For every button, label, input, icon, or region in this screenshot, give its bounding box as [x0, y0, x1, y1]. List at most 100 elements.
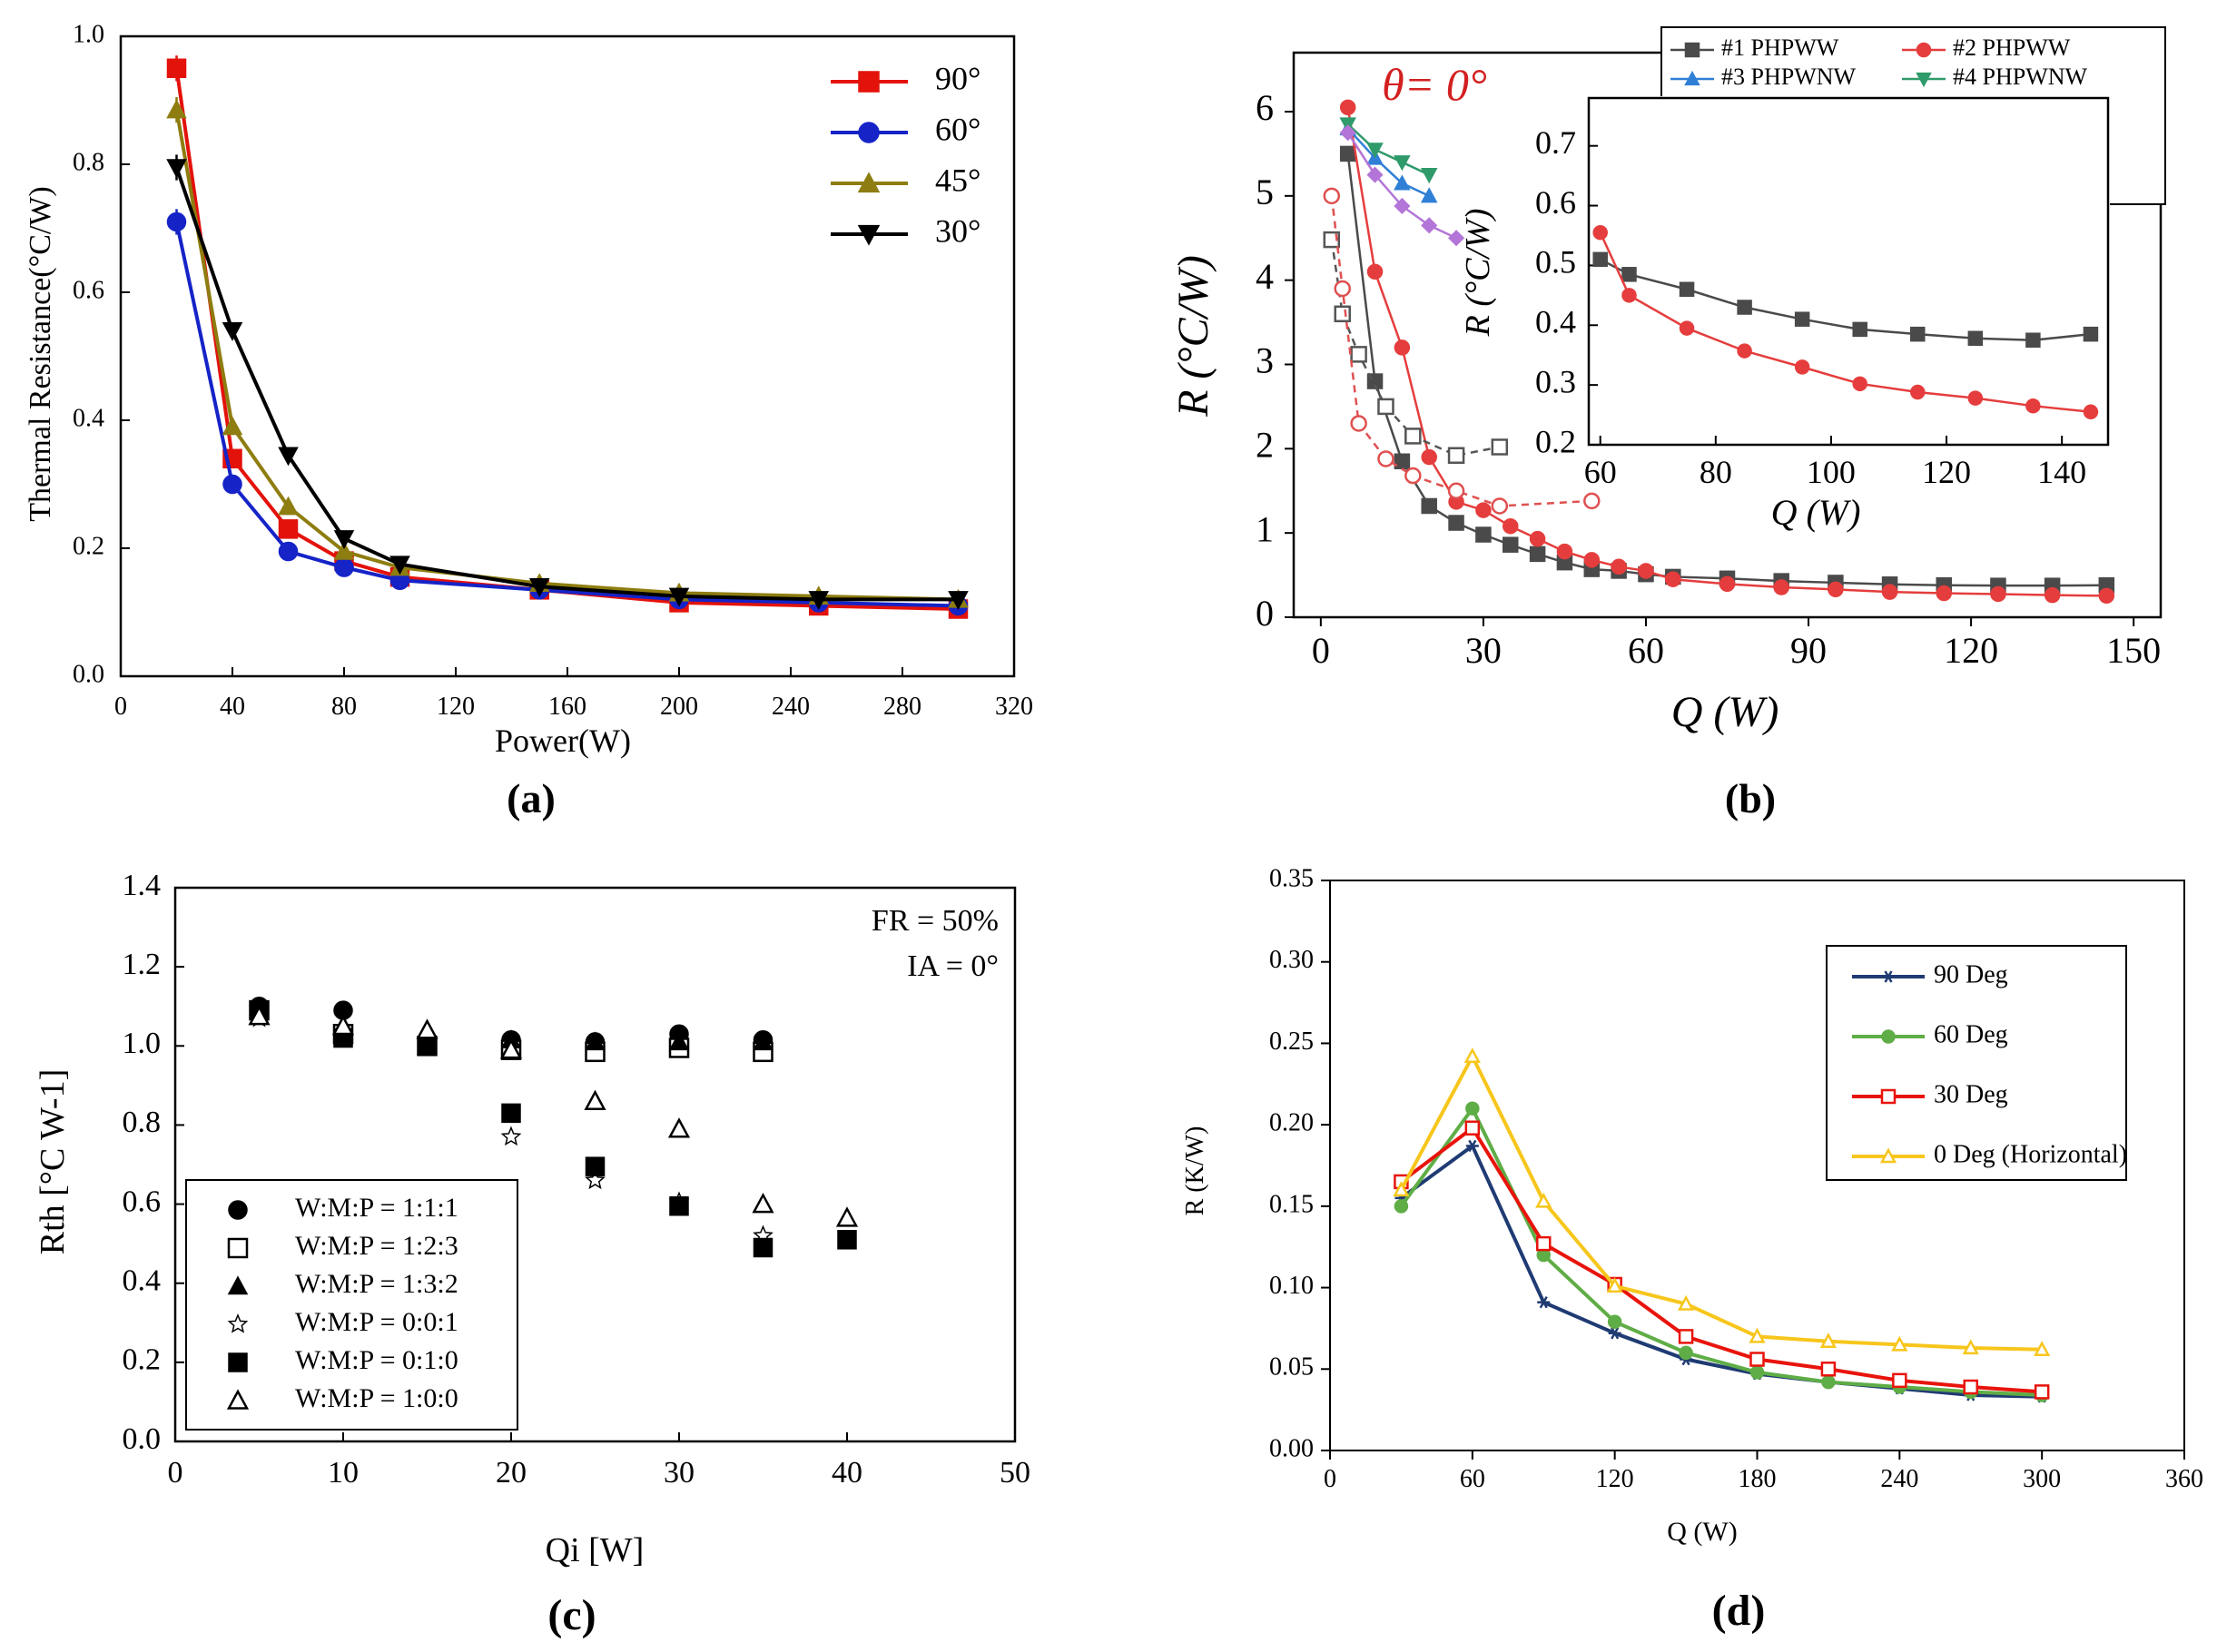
x-tick-label: 80: [1700, 454, 1732, 490]
data-point: [278, 519, 299, 539]
x-tick-label: 0: [168, 1456, 183, 1490]
x-tick-label: 30: [664, 1456, 695, 1490]
data-point: [1963, 1379, 1978, 1395]
plot-frame: [1587, 96, 2110, 447]
x-tick-label: 320: [995, 693, 1033, 721]
data-point: [1447, 447, 1465, 465]
data-point: [1592, 224, 1608, 241]
data-point-3: [585, 1169, 606, 1190]
data-point: [1794, 311, 1810, 327]
data-point: [808, 591, 830, 610]
x-tick-label: 280: [883, 693, 921, 721]
data-point: [1339, 99, 1356, 116]
data-point: [334, 557, 354, 577]
x-tick-label: 0: [1324, 1465, 1336, 1493]
data-point: [1464, 1120, 1481, 1136]
data-point: [1491, 438, 1509, 456]
data-point: [948, 591, 969, 610]
panel-a: 0 40 80 120 160 200 240 280 320 0.0 0.2 0.4 0.6 0.8 1.…: [24, 20, 1033, 821]
legend-label: W:M:P = 1:2:3: [295, 1231, 458, 1261]
data-point-4: [585, 1156, 606, 1176]
panel-c: 0 10 20 30 40 50 0.0 0.2 0.4 0.6 0.8 1.0 1.2 1.4 FR = …: [34, 869, 1030, 1639]
data-point: [1678, 1329, 1694, 1344]
x-axis-label: Q (W): [1671, 688, 1779, 736]
legend-marker: [858, 122, 880, 143]
x-tick-label: 120: [1922, 454, 1971, 490]
y-tick-label: 3: [1256, 340, 1274, 381]
x-tick-label: 0: [1312, 630, 1330, 671]
y-tick-label: 0.5: [1535, 244, 1576, 280]
data-point: [1377, 398, 1394, 416]
data-point: [1556, 543, 1573, 560]
data-point: [1621, 267, 1637, 282]
data-point: [1475, 502, 1492, 518]
data-point: [1475, 526, 1492, 543]
data-point-5: [667, 1117, 691, 1138]
data-point: [1339, 145, 1356, 162]
data-point: [1350, 346, 1367, 363]
data-point-2: [753, 1031, 773, 1051]
data-point: [1794, 359, 1810, 375]
data-point: [1323, 187, 1341, 205]
data-point: [1393, 1181, 1410, 1197]
data-point: [1503, 536, 1519, 553]
x-tick-label: 40: [220, 693, 245, 721]
data-point: [278, 447, 299, 467]
legend-marker: [858, 71, 880, 93]
y-tick-label: 6: [1256, 87, 1274, 128]
y-tick-label: 0.20: [1269, 1109, 1314, 1137]
y-tick-label: 0.30: [1269, 946, 1314, 974]
x-axis-label: Power(W): [495, 723, 631, 759]
data-point: [1394, 197, 1411, 215]
data-point: [1679, 1345, 1693, 1361]
panel-label: (c): [547, 1591, 596, 1639]
x-tick-label: 240: [772, 693, 810, 721]
y-tick-label: 1.0: [73, 20, 104, 48]
series-line-3: [1346, 123, 1430, 176]
data-point: [2034, 1341, 2051, 1356]
y-tick-label: 0.00: [1269, 1434, 1314, 1462]
data-point: [2025, 332, 2041, 348]
data-point: [1749, 1365, 1765, 1380]
legend-box: [1826, 945, 2127, 1181]
data-point-4: [669, 1196, 689, 1216]
data-point: [1448, 515, 1464, 531]
y-tick-label: 5: [1256, 172, 1274, 212]
legend-marker: [1916, 72, 1932, 88]
data-point: [1891, 1335, 1908, 1352]
panel-label: (d): [1712, 1587, 1766, 1635]
annotation-ia: IA = 0°: [907, 949, 999, 983]
data-point: [1749, 1327, 1766, 1343]
x-tick-label: 40: [832, 1456, 862, 1490]
legend-box: [185, 1179, 518, 1431]
x-tick-label: 10: [328, 1456, 359, 1490]
legend-marker: [1916, 42, 1932, 58]
series-line-0: [1600, 258, 2092, 341]
y-tick-label: 0.0: [123, 1422, 162, 1456]
panel-b: 0 30 60 90 120 150 0 1 2 3 4 5 6 θ= 0° Q (W) R (°C/W) #1…: [1169, 26, 2166, 821]
data-point: [1366, 166, 1384, 183]
data-point-5: [752, 1192, 774, 1214]
data-point: [1852, 321, 1867, 338]
legend-marker: [1881, 1029, 1896, 1044]
x-tick-label: 120: [1944, 630, 1998, 671]
data-point: [1910, 326, 1926, 342]
series-line-0: [1400, 1143, 2043, 1399]
y-tick-label: 0.0: [73, 660, 104, 688]
y-tick-label: 1.4: [123, 869, 162, 902]
data-point-5: [584, 1089, 606, 1111]
data-point-stroke: [1468, 1139, 1477, 1153]
legend-marker: [227, 1275, 249, 1295]
data-point: [2083, 326, 2099, 342]
data-point: [1990, 585, 2006, 603]
x-tick-label: 120: [1596, 1465, 1634, 1493]
data-point: [1420, 168, 1438, 184]
data-point: [1529, 546, 1546, 563]
data-point: [1962, 1339, 1979, 1355]
x-tick-label: 120: [437, 693, 475, 721]
legend-label: W:M:P = 0:0:1: [295, 1307, 458, 1337]
x-tick-label: 200: [660, 693, 698, 721]
data-point: [1394, 453, 1411, 470]
legend-label: 45°: [935, 162, 980, 198]
data-point-4: [501, 1103, 521, 1124]
